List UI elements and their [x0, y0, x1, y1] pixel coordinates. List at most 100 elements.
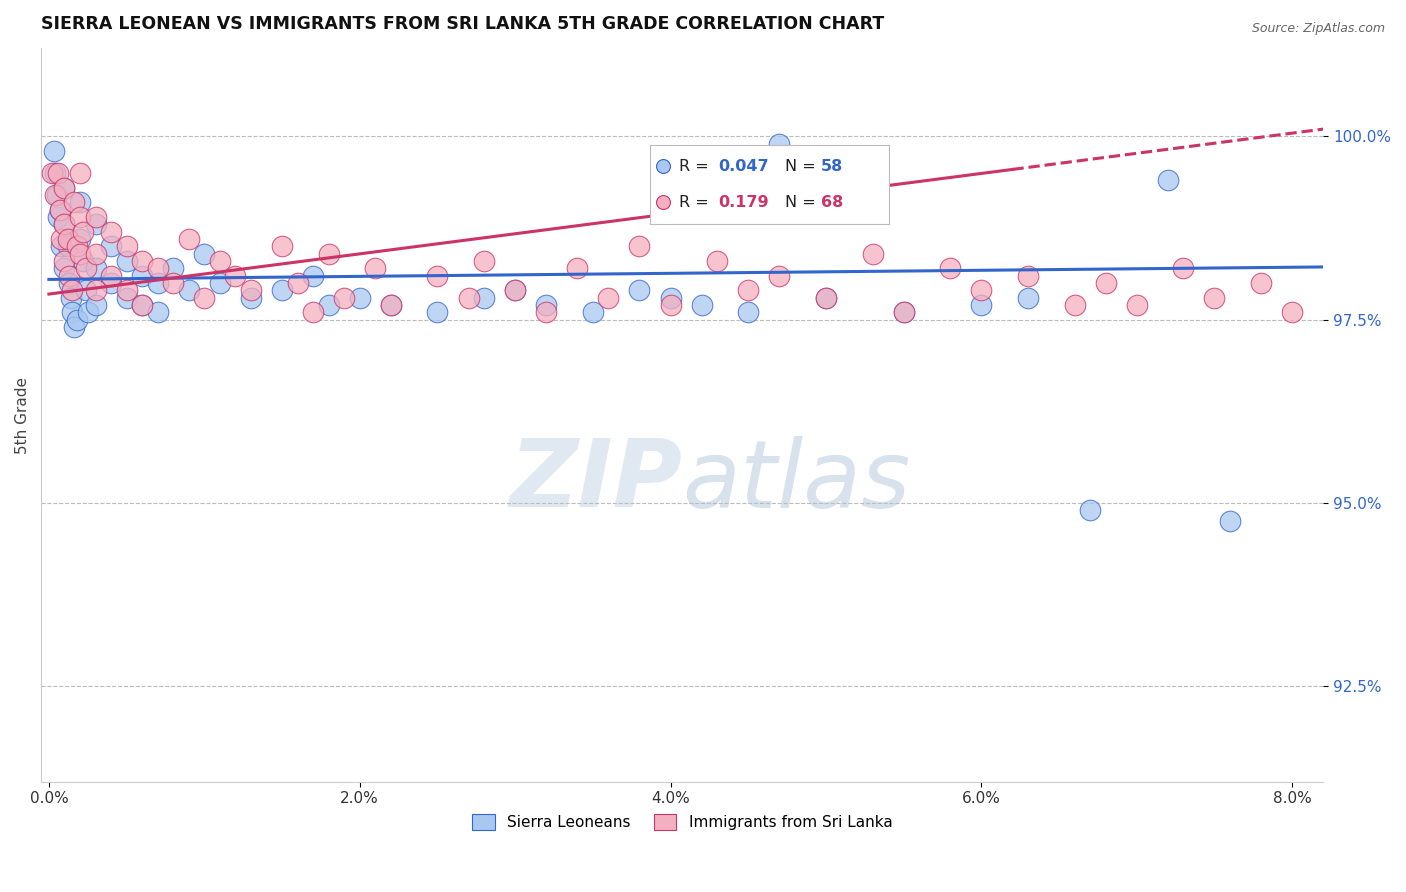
Text: R =: R =: [679, 195, 709, 210]
Point: [84, 218, 107, 232]
Point: [84, 261, 107, 276]
Legend: Sierra Leoneans, Immigrants from Sri Lanka: Sierra Leoneans, Immigrants from Sri Lan…: [465, 808, 898, 837]
Point: [69, 166, 91, 180]
Point: [1281, 305, 1303, 319]
Point: [60, 305, 83, 319]
Point: [115, 284, 138, 298]
Point: [302, 305, 325, 319]
Point: [893, 305, 915, 319]
Point: [146, 276, 169, 290]
Point: [239, 291, 262, 305]
Point: [44, 166, 66, 180]
Text: 58: 58: [821, 159, 844, 174]
Point: [939, 261, 962, 276]
Point: [503, 284, 526, 298]
Point: [84, 210, 107, 224]
Point: [193, 291, 215, 305]
Point: [318, 298, 340, 312]
Point: [115, 291, 138, 305]
Point: [457, 291, 479, 305]
Point: [534, 298, 557, 312]
Point: [224, 268, 246, 283]
Point: [737, 305, 759, 319]
Text: N =: N =: [785, 195, 815, 210]
Point: [1250, 276, 1272, 290]
Point: [41, 166, 63, 180]
Point: [53, 254, 76, 268]
Point: [177, 232, 200, 246]
Point: [177, 284, 200, 298]
Point: [100, 239, 122, 253]
Point: [53, 261, 76, 276]
Point: [84, 246, 107, 260]
Point: [426, 305, 449, 319]
Point: [814, 291, 837, 305]
Point: [42, 144, 65, 158]
Point: [100, 276, 122, 290]
Point: [970, 284, 993, 298]
Point: [472, 291, 495, 305]
Point: [84, 298, 107, 312]
Point: [53, 218, 76, 232]
Point: [503, 284, 526, 298]
Point: [69, 195, 91, 210]
Point: [582, 305, 605, 319]
Point: [239, 284, 262, 298]
Text: 68: 68: [821, 195, 844, 210]
Point: [472, 254, 495, 268]
Point: [146, 261, 169, 276]
Point: [208, 254, 231, 268]
Point: [1327, 284, 1350, 298]
Point: [893, 305, 915, 319]
Point: [72, 225, 94, 239]
Point: [814, 291, 837, 305]
Point: [287, 276, 309, 290]
Point: [46, 166, 69, 180]
Point: [1173, 261, 1195, 276]
Point: [690, 298, 713, 312]
Point: [100, 225, 122, 239]
Point: [45, 188, 67, 202]
Point: [1063, 298, 1085, 312]
Point: [333, 291, 356, 305]
Point: [131, 268, 153, 283]
Point: [66, 239, 89, 253]
Point: [659, 291, 682, 305]
Point: [49, 202, 72, 217]
Point: [380, 298, 402, 312]
Point: [59, 291, 82, 305]
Point: [1126, 298, 1149, 312]
Point: [598, 291, 620, 305]
Point: [652, 195, 675, 210]
Point: [271, 239, 294, 253]
Point: [1374, 312, 1396, 326]
Point: [69, 232, 91, 246]
Point: [426, 268, 449, 283]
Point: [49, 202, 72, 217]
Point: [69, 210, 91, 224]
Point: [970, 298, 993, 312]
Point: [131, 298, 153, 312]
Point: [1204, 291, 1226, 305]
Point: [58, 268, 80, 283]
Point: [100, 268, 122, 283]
Point: [380, 298, 402, 312]
Point: [349, 291, 371, 305]
Point: [737, 284, 759, 298]
Point: [146, 305, 169, 319]
Point: [1157, 173, 1180, 187]
Text: N =: N =: [785, 159, 815, 174]
Point: [56, 239, 79, 253]
Point: [652, 159, 675, 173]
Point: [75, 284, 97, 298]
Point: [62, 195, 84, 210]
Point: [1219, 514, 1241, 528]
Point: [46, 210, 69, 224]
Point: [208, 276, 231, 290]
Point: [567, 261, 589, 276]
Point: [53, 218, 76, 232]
Point: [271, 284, 294, 298]
Point: [53, 180, 76, 194]
Point: [534, 305, 557, 319]
Text: atlas: atlas: [682, 435, 911, 526]
